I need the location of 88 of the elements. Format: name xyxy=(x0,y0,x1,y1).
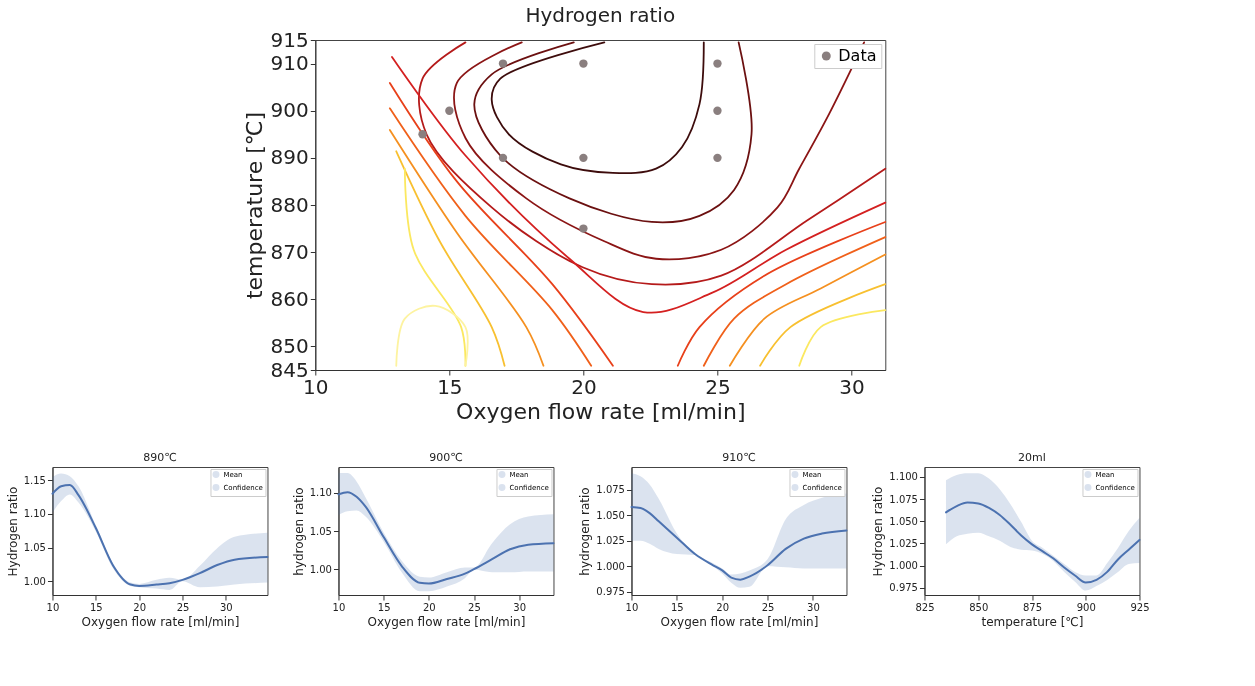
x-tick-label: 25 xyxy=(176,601,190,613)
x-tick-label: 15 xyxy=(377,601,391,613)
point xyxy=(498,153,508,163)
x-tick-label: 10 xyxy=(332,601,346,613)
line-series xyxy=(337,491,555,585)
y-tick-label: 1.050 xyxy=(596,509,625,521)
y-tick-label: 1.000 xyxy=(889,560,918,572)
x-tick-label: 25 xyxy=(705,374,731,399)
chart-title: 910℃ xyxy=(722,451,756,464)
y-tick-label: 1.00 xyxy=(23,575,46,587)
chart-title: Hydrogen ratio xyxy=(525,3,676,27)
chart-title: 900℃ xyxy=(429,451,463,464)
y-axis-title: temperature [℃] xyxy=(241,111,267,300)
point xyxy=(498,59,508,68)
point xyxy=(579,59,588,68)
x-tick-label: 925 xyxy=(1130,601,1150,613)
line-series xyxy=(702,236,887,367)
y-tick-label: 1.10 xyxy=(23,508,46,520)
x-tick-label: 20 xyxy=(571,374,597,399)
chart-title: 20ml xyxy=(1018,451,1046,464)
x-tick-label: 25 xyxy=(468,601,481,613)
x-tick-label: 20 xyxy=(422,601,436,613)
x-tick-label: 825 xyxy=(915,601,935,613)
x-tick-label: 30 xyxy=(513,601,527,613)
y-tick-label: 0.975 xyxy=(596,586,625,598)
point xyxy=(418,130,427,139)
x-tick-label: 30 xyxy=(807,601,820,613)
x-axis-title: Oxygen flow rate [ml/min] xyxy=(660,614,819,629)
y-tick-label: 880 xyxy=(270,192,309,217)
legend-label: Data xyxy=(838,46,877,65)
point xyxy=(713,153,722,163)
x-tick-label: 900 xyxy=(1076,601,1096,613)
y-tick-label: 1.075 xyxy=(889,493,918,505)
x-tick-label: 30 xyxy=(220,601,233,613)
y-axis-title: hydrogen ratio xyxy=(291,487,306,576)
y-tick-label: 1.10 xyxy=(309,487,332,499)
y-tick-label: 1.050 xyxy=(889,515,918,527)
y-tick-label: 870 xyxy=(270,239,309,264)
y-axis-title: hydrogen ratio xyxy=(578,487,593,576)
y-axis-title: Hydrogen ratio xyxy=(871,486,886,577)
line-series xyxy=(395,150,506,367)
x-tick-label: 15 xyxy=(89,601,103,613)
y-tick-label: 900 xyxy=(270,98,309,123)
y-tick-label: 890 xyxy=(270,145,309,170)
line-series xyxy=(944,501,1141,584)
x-axis-title: temperature [℃] xyxy=(981,614,1084,629)
line-series xyxy=(728,253,887,367)
x-tick-label: 15 xyxy=(437,374,463,399)
point xyxy=(713,59,722,68)
y-tick-label: 910 xyxy=(270,51,309,76)
line-series xyxy=(473,41,753,224)
line-series xyxy=(388,107,593,367)
line-series xyxy=(388,82,614,367)
y-tick-label: 850 xyxy=(270,333,309,358)
y-axis-title: Hydrogen ratio xyxy=(5,486,20,577)
y-tick-label: 1.000 xyxy=(596,560,625,572)
y-tick-label: 1.100 xyxy=(889,471,918,483)
x-axis-title: Oxygen flow rate [ml/min] xyxy=(456,398,746,424)
x-axis-title: Oxygen flow rate [ml/min] xyxy=(81,614,240,629)
point xyxy=(445,106,454,115)
y-tick-label: 1.075 xyxy=(596,484,625,496)
y-tick-label: 1.025 xyxy=(596,535,625,547)
chart-title: 890℃ xyxy=(143,451,177,464)
line-series xyxy=(630,505,848,581)
y-tick-label: 1.15 xyxy=(23,474,46,486)
y-tick-label: 1.05 xyxy=(23,542,46,554)
x-tick-label: 15 xyxy=(670,601,684,613)
x-tick-label: 25 xyxy=(761,601,775,613)
point xyxy=(579,153,588,163)
line-series xyxy=(388,129,545,367)
point xyxy=(579,224,588,233)
x-tick-label: 10 xyxy=(625,601,639,613)
y-tick-label: 915 xyxy=(270,27,309,52)
point xyxy=(713,106,722,115)
x-tick-label: 850 xyxy=(969,601,989,613)
x-tick-label: 20 xyxy=(133,601,147,613)
x-tick-label: 10 xyxy=(46,601,60,613)
x-axis-title: Oxygen flow rate [ml/min] xyxy=(367,614,526,629)
y-tick-label: 1.025 xyxy=(889,537,918,549)
line-series xyxy=(676,221,887,367)
x-tick-label: 20 xyxy=(716,601,730,613)
x-tick-label: 30 xyxy=(839,374,865,399)
line-series xyxy=(490,41,705,175)
y-tick-label: 1.05 xyxy=(309,525,332,537)
y-tick-label: 0.975 xyxy=(889,582,918,594)
x-tick-label: 875 xyxy=(1022,601,1043,613)
y-tick-label: 860 xyxy=(270,286,309,311)
y-tick-label: 1.00 xyxy=(309,563,332,575)
